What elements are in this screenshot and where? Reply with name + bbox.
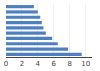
svg-text:4: 4 [36,60,41,68]
svg-text:0: 0 [4,60,8,68]
svg-text:6: 6 [52,60,57,68]
svg-text:10: 10 [81,60,90,68]
svg-text:2: 2 [20,60,24,68]
svg-text:8: 8 [67,60,71,68]
